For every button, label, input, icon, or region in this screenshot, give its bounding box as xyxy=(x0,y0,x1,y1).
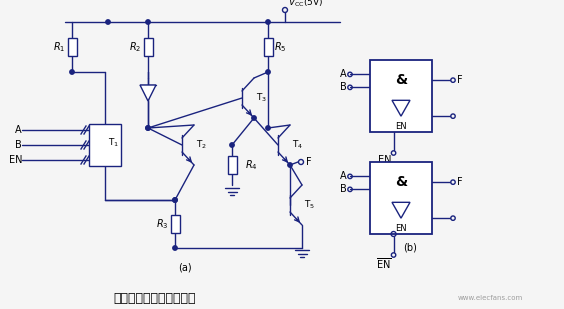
Text: (b): (b) xyxy=(403,243,417,253)
Text: $R_1$: $R_1$ xyxy=(53,40,65,54)
Circle shape xyxy=(288,163,292,167)
Circle shape xyxy=(70,70,74,74)
Bar xyxy=(263,38,272,56)
Text: $\overline{\rm EN}$: $\overline{\rm EN}$ xyxy=(376,256,391,271)
Text: T$_2$: T$_2$ xyxy=(196,139,207,151)
Circle shape xyxy=(266,70,270,74)
Text: $R_5$: $R_5$ xyxy=(274,40,287,54)
Bar xyxy=(143,38,152,56)
Circle shape xyxy=(266,20,270,24)
Text: EN: EN xyxy=(395,224,407,233)
Circle shape xyxy=(173,198,177,202)
Bar xyxy=(170,215,179,233)
Bar xyxy=(89,124,121,166)
Text: T$_4$: T$_4$ xyxy=(292,139,303,151)
Polygon shape xyxy=(392,100,410,116)
Text: $R_3$: $R_3$ xyxy=(156,217,168,231)
Text: F: F xyxy=(306,157,312,167)
Circle shape xyxy=(252,116,256,120)
Text: 三态门电路及其逻辑符号: 三态门电路及其逻辑符号 xyxy=(114,291,196,304)
Text: B: B xyxy=(340,83,347,92)
Text: EN: EN xyxy=(395,122,407,131)
Circle shape xyxy=(173,246,177,250)
Text: (a): (a) xyxy=(178,263,192,273)
Text: EN: EN xyxy=(8,155,22,165)
Circle shape xyxy=(146,126,150,130)
Text: F: F xyxy=(457,177,462,187)
Text: EN: EN xyxy=(378,155,391,165)
Text: $R_2$: $R_2$ xyxy=(129,40,141,54)
Text: T$_1$: T$_1$ xyxy=(108,137,119,149)
Polygon shape xyxy=(392,202,410,218)
Text: &: & xyxy=(395,73,407,87)
Text: T$_5$: T$_5$ xyxy=(304,199,315,211)
Text: A: A xyxy=(15,125,22,135)
Text: B: B xyxy=(15,140,22,150)
Text: F: F xyxy=(457,75,462,85)
Circle shape xyxy=(106,20,110,24)
Circle shape xyxy=(146,126,150,130)
Circle shape xyxy=(146,20,150,24)
Bar xyxy=(227,156,236,174)
Circle shape xyxy=(230,143,234,147)
Text: T$_3$: T$_3$ xyxy=(256,92,267,104)
Text: $R_4$: $R_4$ xyxy=(245,158,258,172)
Text: $V_{\rm CC}{\rm (5V)}$: $V_{\rm CC}{\rm (5V)}$ xyxy=(288,0,323,9)
Bar xyxy=(370,162,432,234)
Text: A: A xyxy=(341,171,347,181)
Text: A: A xyxy=(341,70,347,79)
Polygon shape xyxy=(140,85,156,101)
Text: B: B xyxy=(340,184,347,194)
Text: www.elecfans.com: www.elecfans.com xyxy=(457,295,523,301)
Bar xyxy=(370,60,432,132)
Text: &: & xyxy=(395,175,407,189)
Circle shape xyxy=(173,198,177,202)
Bar xyxy=(68,38,77,56)
Circle shape xyxy=(266,126,270,130)
